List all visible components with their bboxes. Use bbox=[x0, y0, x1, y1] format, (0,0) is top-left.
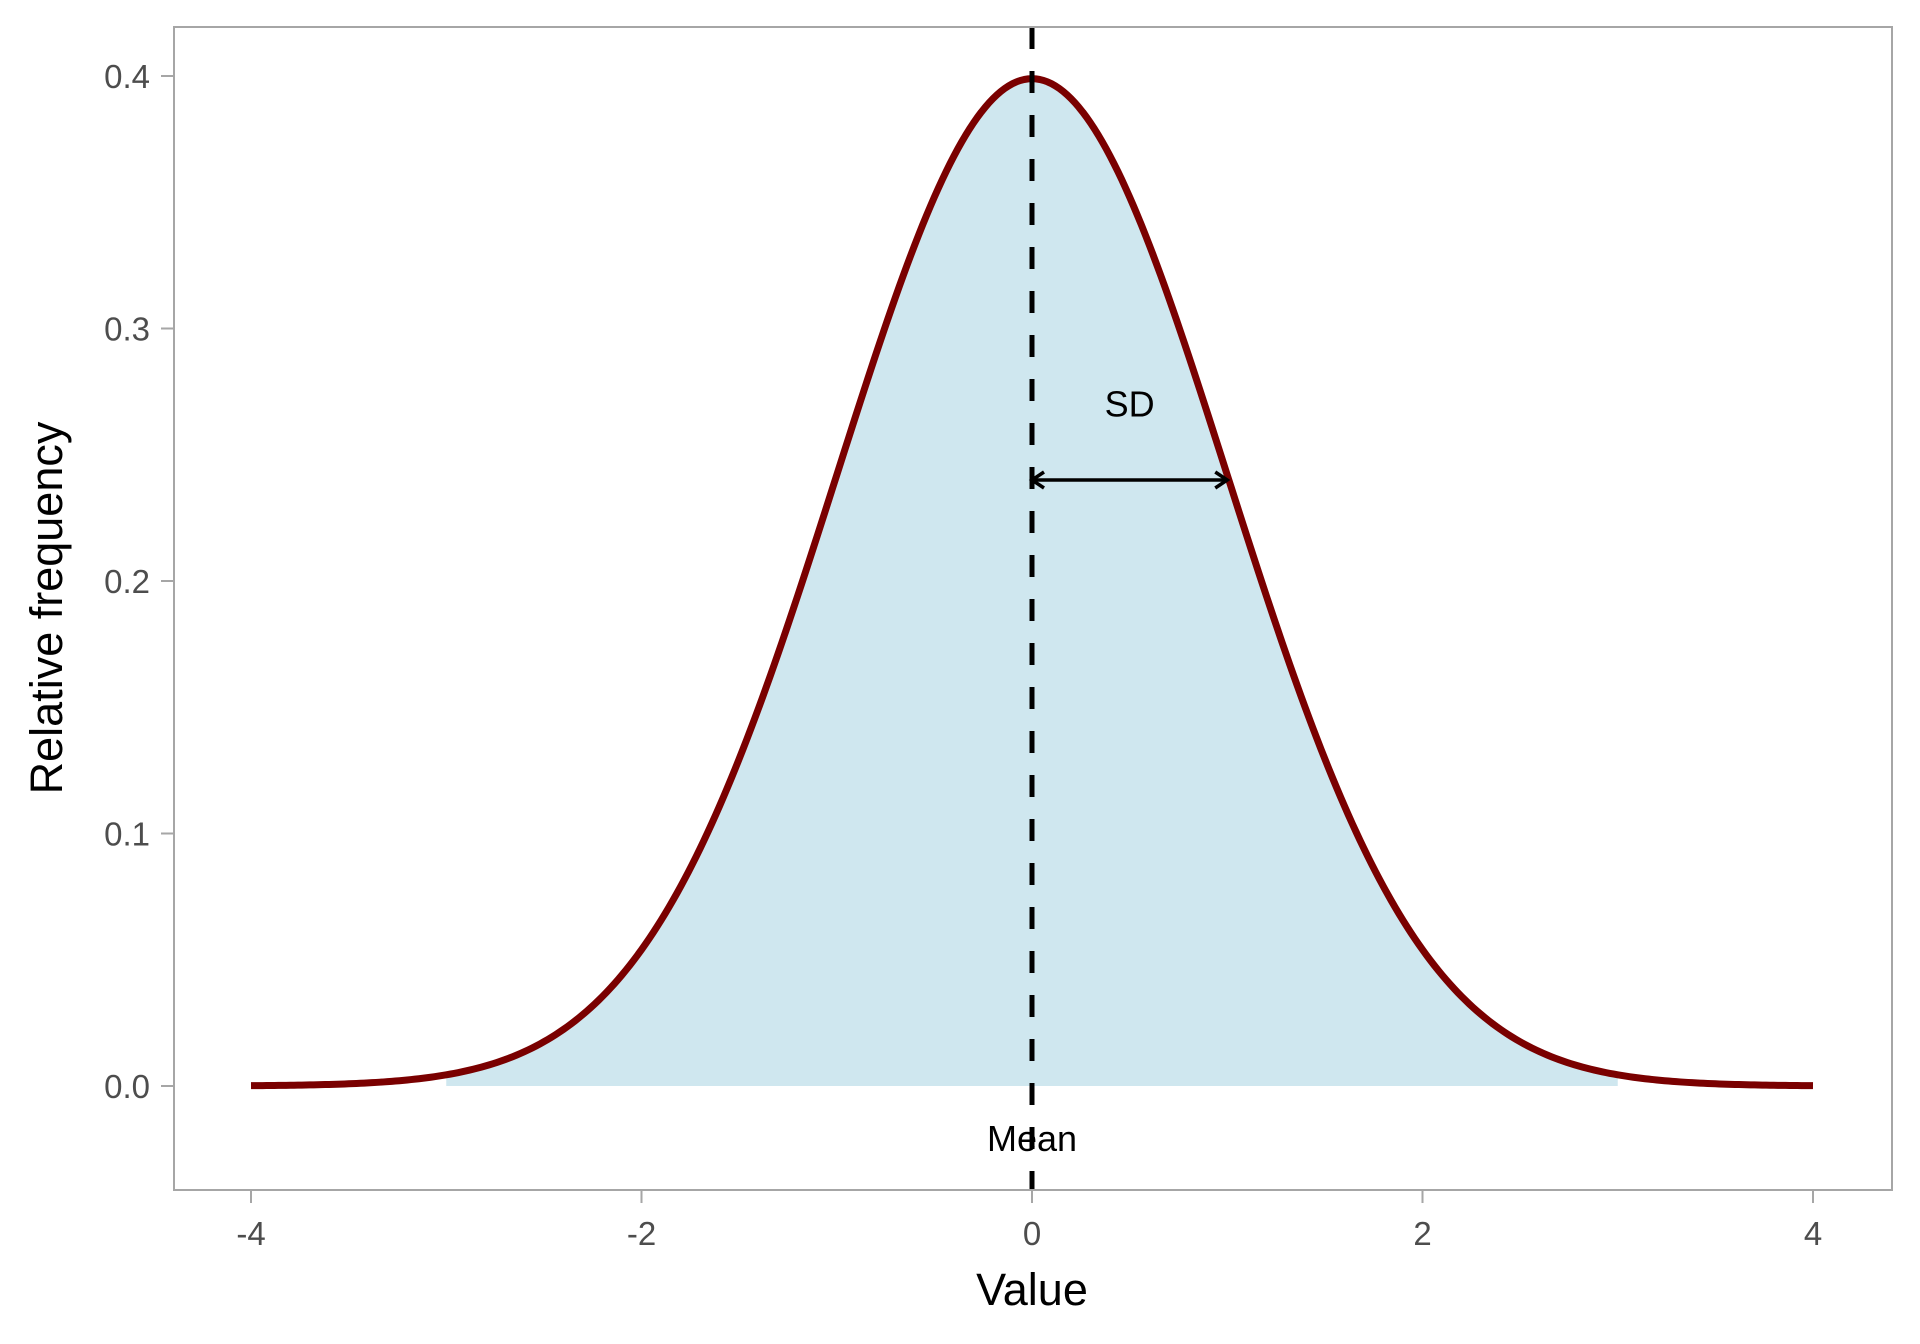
y-axis-title: Relative frequency bbox=[21, 421, 72, 794]
sd-arrowhead-left bbox=[1028, 470, 1045, 490]
y-tick-label: 0.0 bbox=[104, 1068, 150, 1105]
x-tick-label: 0 bbox=[1023, 1215, 1041, 1252]
y-tick-label: 0.3 bbox=[104, 311, 150, 348]
y-tick-label: 0.4 bbox=[104, 58, 150, 95]
x-tick-label: -2 bbox=[627, 1215, 656, 1252]
density-fill-area bbox=[446, 78, 1618, 1087]
y-tick-label: 0.1 bbox=[104, 816, 150, 853]
sd-arrowhead-right bbox=[1214, 470, 1231, 490]
x-tick-label: 4 bbox=[1804, 1215, 1822, 1252]
y-tick-label: 0.2 bbox=[104, 563, 150, 600]
sd-label: SD bbox=[1105, 383, 1155, 424]
x-tick-label: 2 bbox=[1413, 1215, 1431, 1252]
x-tick-label: -4 bbox=[236, 1215, 265, 1252]
mean-label: Mean bbox=[987, 1118, 1077, 1159]
x-axis-title: Value bbox=[976, 1264, 1088, 1315]
